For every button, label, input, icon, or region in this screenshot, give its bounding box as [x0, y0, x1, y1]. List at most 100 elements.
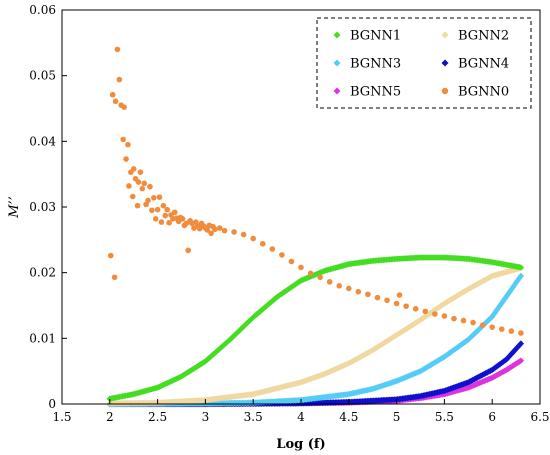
y-tick-label: 0.02	[29, 266, 56, 280]
data-point-BGNN4	[509, 349, 517, 356]
legend-marker-BGNN4	[441, 59, 449, 67]
y-tick-label: 0.01	[29, 331, 56, 345]
data-point-BGNN0	[269, 246, 276, 252]
data-point-BGNN3	[517, 272, 525, 280]
legend-marker-BGNN5	[333, 87, 341, 95]
data-point-BGNN0	[412, 305, 419, 312]
data-point-BGNN0	[441, 313, 448, 319]
data-point-BGNN0	[126, 183, 132, 189]
data-point-BGNN0	[125, 141, 131, 148]
data-point-BGNN0	[107, 252, 114, 259]
data-point-BGNN0	[288, 258, 295, 265]
data-point-BGNN0	[130, 166, 137, 172]
data-point-BGNN0	[166, 219, 172, 226]
marks-layer	[106, 46, 525, 408]
legend-marker-BGNN0	[441, 87, 449, 95]
legend-label-BGNN4: BGNN4	[458, 57, 509, 72]
data-point-BGNN3	[506, 288, 513, 296]
data-point-BGNN0	[179, 216, 186, 222]
series-BGNN0	[107, 46, 524, 336]
data-point-BGNN0	[432, 311, 438, 317]
data-point-BGNN0	[518, 330, 524, 336]
y-tick-label: 0.06	[29, 3, 56, 17]
data-point-BGNN0	[172, 209, 178, 216]
data-point-BGNN0	[460, 317, 467, 324]
data-point-BGNN4	[517, 340, 525, 347]
data-point-BGNN0	[384, 297, 390, 304]
data-point-BGNN0	[298, 264, 304, 271]
data-point-BGNN0	[114, 46, 121, 53]
data-point-BGNN0	[149, 207, 155, 214]
data-point-BGNN0	[109, 91, 116, 98]
legend: BGNN1 BGNN2 BGNN3 BGNN4 BGNN5 BGNN0	[316, 17, 532, 109]
data-point-BGNN1	[517, 264, 525, 271]
data-point-BGNN0	[135, 179, 142, 185]
data-point-BGNN0	[489, 324, 496, 330]
legend-label-BGNN2: BGNN2	[458, 29, 509, 44]
y-tick-label: 0.05	[29, 69, 56, 83]
y-axis-title: M’’	[7, 196, 22, 219]
data-point-BGNN0	[403, 303, 409, 309]
data-point-BGNN3	[511, 281, 518, 289]
data-point-BGNN0	[250, 235, 256, 242]
data-point-BGNN0	[137, 169, 144, 175]
series-BGNN3	[106, 272, 525, 408]
data-point-BGNN0	[123, 156, 129, 162]
data-point-BGNN0	[221, 227, 228, 234]
x-tick-label: 5	[393, 410, 401, 424]
x-tick-label: 2	[106, 410, 114, 424]
data-point-BGNN0	[204, 227, 211, 233]
data-point-BGNN0	[134, 202, 141, 209]
legend-marker-BGNN1	[333, 31, 341, 39]
data-point-BGNN0	[160, 202, 167, 209]
data-point-BGNN0	[422, 308, 429, 315]
y-tick-label: 0.04	[29, 134, 56, 148]
data-point-BGNN0	[208, 230, 214, 237]
x-tick-label: 5.5	[435, 410, 454, 424]
data-point-BGNN0	[185, 247, 191, 254]
data-point-BGNN0	[150, 195, 157, 201]
legend-label-BGNN0: BGNN0	[458, 85, 509, 100]
x-tick-label: 4	[297, 410, 305, 424]
legend-label-BGNN5: BGNN5	[350, 85, 401, 100]
data-point-BGNN0	[240, 231, 247, 238]
legend-box	[316, 17, 532, 109]
data-point-BGNN0	[365, 291, 371, 298]
legend-marker-BGNN2	[441, 31, 449, 39]
data-point-BGNN0	[152, 216, 159, 222]
data-point-BGNN0	[141, 180, 148, 187]
x-tick-label: 2.5	[148, 410, 167, 424]
data-point-BGNN0	[231, 229, 237, 235]
data-point-BGNN0	[116, 76, 123, 83]
data-point-BGNN0	[216, 225, 223, 231]
series-BGNN2	[106, 264, 525, 407]
x-tick-label: 3.5	[244, 410, 263, 424]
data-point-BGNN0	[393, 300, 400, 307]
data-point-BGNN5	[517, 357, 525, 364]
data-point-BGNN0	[147, 183, 153, 190]
data-point-BGNN0	[279, 252, 285, 258]
data-point-BGNN0	[145, 197, 151, 204]
data-point-BGNN0	[498, 326, 505, 332]
series-BGNN1	[106, 254, 525, 402]
legend-marker-BGNN3	[333, 59, 341, 67]
data-point-BGNN0	[158, 219, 165, 225]
data-point-BGNN3	[514, 277, 521, 284]
x-tick-label: 6	[488, 410, 496, 424]
y-tick-label: 0	[48, 397, 56, 411]
data-point-BGNN0	[164, 206, 170, 213]
ticks-layer: 1.5 2 2.5 3 3.5 4 4.5 5 5.5 6 6.5 0 0.01 0.02 0.03 0.04…	[29, 3, 549, 424]
data-point-BGNN0	[111, 274, 118, 281]
data-point-BGNN0	[307, 270, 314, 277]
data-point-BGNN0	[374, 294, 381, 301]
x-tick-label: 6.5	[530, 410, 549, 424]
data-point-BGNN0	[154, 206, 161, 213]
data-point-BGNN0	[129, 193, 136, 200]
data-point-BGNN3	[516, 275, 523, 282]
x-tick-label: 3	[202, 410, 210, 424]
data-point-BGNN4	[516, 342, 523, 349]
data-point-BGNN0	[336, 283, 343, 289]
data-point-BGNN0	[355, 288, 362, 295]
